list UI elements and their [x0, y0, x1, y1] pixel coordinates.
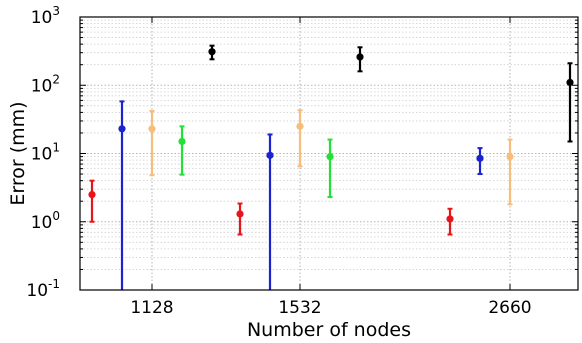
- data-point: [476, 154, 484, 162]
- y-tick-label: 10-1: [26, 277, 60, 301]
- x-axis-title: Number of nodes: [247, 319, 411, 341]
- data-point: [208, 48, 216, 56]
- data-point: [88, 190, 96, 199]
- data-point: [148, 125, 156, 133]
- y-axis-title: Error (mm): [7, 101, 29, 205]
- axis-ticks: 1128 1532 2660 10-1 100 101 102 103: [26, 4, 578, 318]
- x-tick-label: 2660: [488, 298, 531, 318]
- y-tick-label: 101: [31, 141, 60, 165]
- data-point: [446, 215, 454, 223]
- data-point: [566, 78, 574, 87]
- x-tick-label: 1128: [130, 298, 173, 318]
- y-tick-label: 100: [31, 209, 60, 233]
- data-point: [326, 153, 334, 161]
- data-point: [266, 151, 274, 159]
- data-point: [118, 125, 126, 133]
- x-tick-label: 1532: [278, 298, 321, 318]
- y-tick-label: 103: [31, 4, 60, 28]
- data-point: [178, 137, 186, 146]
- error-bars: [88, 44, 574, 290]
- data-point: [296, 122, 304, 130]
- data-point: [236, 210, 244, 218]
- data-point: [506, 153, 514, 161]
- y-tick-label: 102: [31, 72, 60, 96]
- data-point: [356, 53, 364, 61]
